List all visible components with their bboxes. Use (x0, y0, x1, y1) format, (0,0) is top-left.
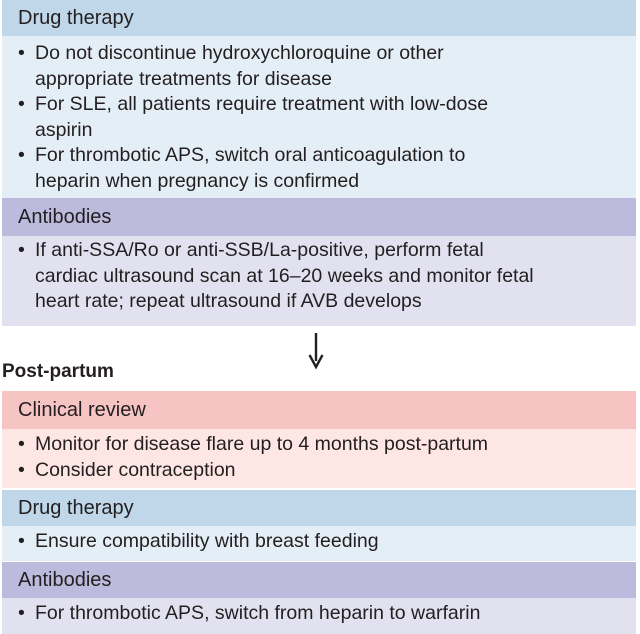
bullet-icon: • (18, 602, 25, 624)
line: Ensure compatibility with breast feeding (35, 530, 379, 552)
clinical-review-header: Clinical review (2, 391, 636, 429)
line: For SLE, all patients require treatment … (35, 93, 489, 115)
post-partum-antibodies-panel: Antibodies • For thrombotic APS, switch … (2, 562, 636, 634)
bullet-icon: • (18, 144, 25, 166)
list-item: • For SLE, all patients require treatmen… (18, 92, 628, 143)
list-item: • For thrombotic APS, switch from hepari… (18, 601, 628, 627)
line: appropriate treatments for disease (35, 67, 332, 90)
bullet-icon: • (18, 93, 25, 115)
antibodies-header: Antibodies (2, 562, 636, 598)
list-item: • Consider contraception (18, 458, 628, 484)
drug-therapy-header: Drug therapy (2, 0, 636, 36)
list-item: • Ensure compatibility with breast feedi… (18, 529, 628, 555)
list-item: • Monitor for disease flare up to 4 mont… (18, 432, 628, 458)
drug-therapy-panel: Drug therapy • Do not discontinue hydrox… (2, 0, 636, 198)
antibodies-list: • For thrombotic APS, switch from hepari… (2, 598, 636, 634)
clinical-review-panel: Clinical review • Monitor for disease fl… (2, 391, 636, 488)
bullet-icon: • (18, 433, 25, 455)
line: Consider contraception (35, 458, 236, 481)
post-partum-drug-therapy-panel: Drug therapy • Ensure compatibility with… (2, 490, 636, 561)
drug-therapy-list: • Do not discontinue hydroxychloroquine … (2, 36, 636, 198)
antibodies-list: • If anti-SSA/Ro or anti-SSB/La-positive… (2, 236, 636, 326)
line: cardiac ultrasound scan at 16–20 weeks a… (35, 264, 534, 287)
line: If anti-SSA/Ro or anti-SSB/La-positive, … (35, 239, 484, 261)
antibodies-header: Antibodies (2, 198, 636, 236)
line: For thrombotic APS, switch from heparin … (35, 602, 481, 624)
antibodies-panel: Antibodies • If anti-SSA/Ro or anti-SSB/… (2, 198, 636, 326)
down-arrow-icon (308, 333, 324, 370)
drug-therapy-list: • Ensure compatibility with breast feedi… (2, 526, 636, 561)
line: aspirin (35, 118, 93, 141)
post-partum-title: Post-partum (2, 361, 114, 382)
line: For thrombotic APS, switch oral anticoag… (35, 144, 466, 166)
bullet-icon: • (18, 458, 25, 481)
bullet-icon: • (18, 239, 25, 261)
line: Monitor for disease flare up to 4 months… (35, 433, 489, 455)
line: heparin when pregnancy is confirmed (35, 169, 360, 192)
list-item: • Do not discontinue hydroxychloroquine … (18, 41, 628, 92)
line: Do not discontinue hydroxychloroquine or… (35, 42, 444, 64)
drug-therapy-header: Drug therapy (2, 490, 636, 526)
list-item: • For thrombotic APS, switch oral antico… (18, 143, 628, 194)
bullet-icon: • (18, 530, 25, 552)
clinical-review-list: • Monitor for disease flare up to 4 mont… (2, 429, 636, 488)
bullet-icon: • (18, 42, 25, 64)
list-item: • If anti-SSA/Ro or anti-SSB/La-positive… (18, 238, 628, 315)
line: heart rate; repeat ultrasound if AVB dev… (35, 290, 422, 312)
